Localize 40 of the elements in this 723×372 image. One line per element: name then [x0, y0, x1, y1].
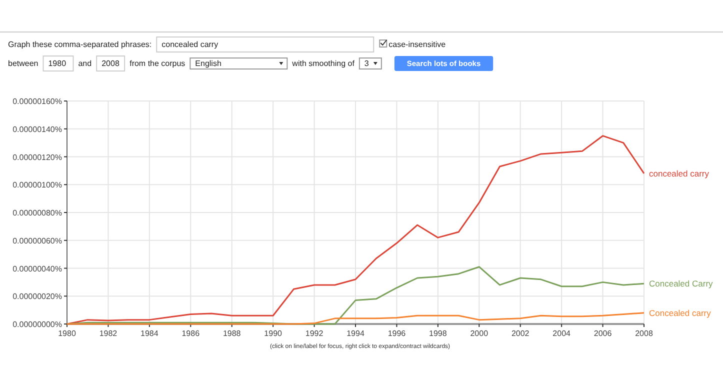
x-tick-label: 2008 [635, 329, 654, 338]
series-label: Concealed Carry [649, 278, 714, 289]
y-tick-label: 0.00000060% [12, 236, 62, 246]
y-tick-label: 0.00000000% [12, 320, 62, 329]
x-tick-label: 1998 [429, 329, 448, 338]
x-tick-label: 1990 [264, 329, 283, 338]
line-series [66, 266, 645, 325]
text: from the corpus [130, 59, 186, 68]
text: with smoothing of [291, 59, 356, 68]
series-label: concealed carry [649, 168, 710, 178]
x-tick-label: 1994 [346, 329, 365, 338]
y-tick-label: 0.00000120% [12, 152, 62, 162]
text: between [8, 59, 38, 68]
line-series [66, 312, 645, 325]
x-tick-label: 1984 [140, 329, 159, 338]
x-tick-label: 2002 [511, 329, 530, 338]
y-tick-label: 0.00000100% [12, 180, 62, 190]
text: and [78, 59, 92, 68]
x-tick-label: 1988 [222, 329, 242, 338]
text: 2008 [102, 59, 120, 68]
y-tick-label: 0.00000080% [12, 208, 62, 218]
x-tick-label: 2004 [552, 329, 572, 338]
x-tick-label: 2000 [470, 329, 489, 338]
text: Graph these comma-separated phrases: [8, 40, 152, 49]
text: 3 [364, 59, 370, 68]
x-tick-label: 1980 [58, 329, 76, 338]
text: case-insensitive [388, 40, 446, 49]
text: concealed carry [162, 40, 218, 49]
x-tick-label: 1982 [99, 329, 118, 338]
series-label: Concealed carry [649, 308, 712, 318]
text: English [195, 59, 222, 68]
y-tick-label: 0.00000020% [12, 292, 62, 302]
text: 1980 [48, 59, 67, 68]
x-tick-label: 1996 [388, 329, 406, 338]
x-tick-label: 2006 [594, 329, 612, 338]
x-tick-label: 1992 [305, 329, 324, 338]
y-tick-label: 0.00000040% [12, 264, 62, 274]
y-tick-label: 0.00000140% [12, 124, 62, 134]
x-tick-label: 1986 [182, 329, 200, 338]
y-tick-label: 0.00000160% [12, 97, 62, 106]
